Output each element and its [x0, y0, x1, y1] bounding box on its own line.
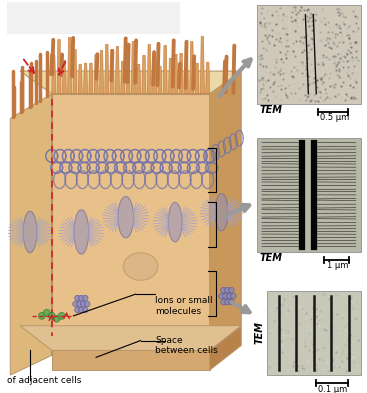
Polygon shape — [105, 44, 109, 94]
Polygon shape — [62, 60, 66, 94]
Text: of adjacent cells: of adjacent cells — [7, 376, 82, 385]
Polygon shape — [179, 53, 183, 94]
Polygon shape — [99, 50, 103, 94]
Polygon shape — [78, 64, 82, 94]
Circle shape — [227, 293, 232, 299]
Text: 1 μm: 1 μm — [327, 261, 349, 270]
Ellipse shape — [215, 193, 228, 231]
Bar — [267, 291, 361, 375]
Text: Space
between cells: Space between cells — [155, 336, 218, 355]
Polygon shape — [210, 326, 241, 370]
Text: Ions or small
molecules: Ions or small molecules — [155, 296, 213, 316]
Ellipse shape — [118, 196, 134, 238]
Circle shape — [58, 312, 65, 320]
Text: TEM: TEM — [260, 105, 283, 114]
Polygon shape — [195, 63, 199, 94]
Polygon shape — [57, 39, 61, 94]
Bar — [7, 2, 180, 33]
Circle shape — [229, 299, 234, 305]
Circle shape — [83, 307, 88, 313]
Text: 0.1 μm: 0.1 μm — [318, 385, 348, 393]
Circle shape — [230, 293, 236, 299]
Polygon shape — [10, 94, 52, 375]
Polygon shape — [200, 37, 204, 94]
Circle shape — [83, 295, 88, 301]
Circle shape — [225, 287, 230, 293]
Circle shape — [80, 301, 86, 307]
Ellipse shape — [23, 211, 37, 253]
Circle shape — [43, 309, 50, 316]
Circle shape — [75, 295, 80, 301]
Text: TEM: TEM — [255, 321, 265, 344]
Ellipse shape — [74, 210, 89, 254]
Polygon shape — [163, 46, 167, 94]
Polygon shape — [52, 55, 56, 94]
Polygon shape — [210, 71, 241, 351]
Text: 0.5 μm: 0.5 μm — [320, 114, 349, 123]
Polygon shape — [73, 50, 77, 94]
Circle shape — [221, 287, 226, 293]
Circle shape — [84, 301, 90, 307]
Circle shape — [73, 301, 78, 307]
Circle shape — [79, 295, 84, 301]
Circle shape — [219, 293, 224, 299]
Circle shape — [225, 299, 230, 305]
Polygon shape — [168, 58, 172, 94]
Polygon shape — [110, 50, 114, 94]
Polygon shape — [185, 48, 188, 94]
Polygon shape — [206, 62, 210, 94]
Polygon shape — [116, 46, 119, 94]
Circle shape — [229, 287, 234, 293]
Polygon shape — [174, 54, 178, 94]
Polygon shape — [153, 56, 157, 94]
Polygon shape — [190, 41, 194, 94]
Circle shape — [77, 301, 82, 307]
Polygon shape — [68, 37, 72, 94]
Polygon shape — [147, 44, 151, 94]
Polygon shape — [89, 63, 93, 94]
Circle shape — [39, 312, 45, 320]
Polygon shape — [131, 41, 135, 94]
Bar — [257, 138, 361, 252]
Polygon shape — [20, 326, 241, 351]
Bar — [257, 5, 361, 104]
Polygon shape — [142, 55, 146, 94]
Polygon shape — [20, 71, 241, 94]
Ellipse shape — [123, 253, 158, 280]
Circle shape — [53, 315, 60, 322]
Ellipse shape — [168, 202, 182, 242]
Circle shape — [48, 312, 55, 320]
Circle shape — [79, 307, 84, 313]
Circle shape — [221, 299, 226, 305]
Polygon shape — [137, 64, 141, 94]
Polygon shape — [52, 94, 210, 351]
Text: TEM: TEM — [260, 253, 283, 263]
Polygon shape — [126, 53, 130, 94]
Polygon shape — [52, 351, 210, 370]
Polygon shape — [84, 63, 88, 94]
Circle shape — [223, 293, 228, 299]
Polygon shape — [94, 54, 98, 94]
Circle shape — [75, 307, 80, 313]
Polygon shape — [121, 61, 125, 94]
Polygon shape — [158, 66, 162, 94]
